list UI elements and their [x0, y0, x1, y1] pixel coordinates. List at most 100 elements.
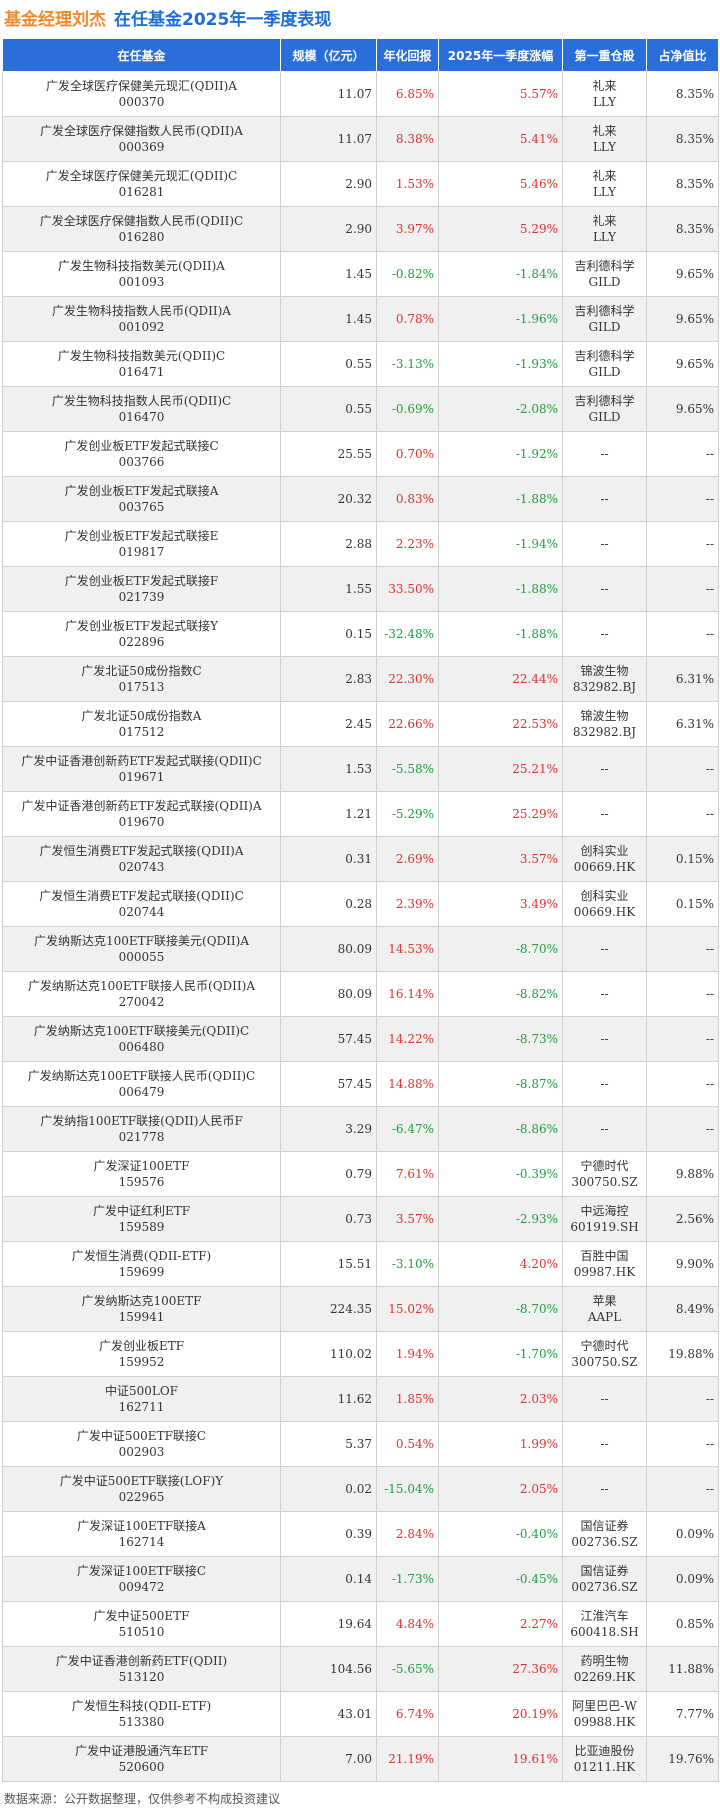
- annual-return: -32.48%: [384, 627, 434, 641]
- table-row: 广发创业板ETF 159952 110.02 1.94% -1.70% 宁德时代 30075…: [2, 1331, 719, 1377]
- fund-code: 510510: [118, 1625, 165, 1639]
- fund-name: 广发纳指100ETF联接(QDII)人民币F: [40, 1114, 243, 1128]
- q1-change: -1.94%: [515, 537, 558, 551]
- nav-ratio: 6.31%: [675, 672, 714, 686]
- q1-change: -1.96%: [515, 312, 558, 326]
- top-holding-cell: 吉利德科学 GILD: [562, 251, 647, 297]
- ratio-cell: 11.88%: [646, 1646, 719, 1692]
- scale-value: 2.45: [345, 717, 372, 731]
- annual-return: 0.54%: [395, 1437, 434, 1451]
- table-row: 广发纳斯达克100ETF联接人民币(QDII)A 270042 80.09 16.14…: [2, 971, 719, 1017]
- q1-cell: -1.84%: [438, 251, 563, 297]
- table-row: 广发中证红利ETF 159589 0.73 3.57% -2.93% 中远海控 601919…: [2, 1196, 719, 1242]
- annual-return: 0.70%: [395, 447, 434, 461]
- top-holding-cell: 礼来 LLY: [562, 116, 647, 162]
- fund-code: 006480: [118, 1040, 165, 1054]
- scale-value: 0.79: [345, 1167, 372, 1181]
- top-holding-ticker: LLY: [592, 230, 617, 244]
- top-holding-ticker: 002736.SZ: [571, 1535, 638, 1549]
- fund-cell: 广发纳斯达克100ETF联接人民币(QDII)A 270042: [2, 971, 281, 1017]
- scale-value: 1.21: [345, 807, 372, 821]
- nav-ratio: 9.65%: [675, 402, 714, 416]
- fund-cell: 广发创业板ETF发起式联接C 003766: [2, 431, 281, 477]
- q1-cell: -1.70%: [438, 1331, 563, 1377]
- nav-ratio: 9.90%: [675, 1257, 714, 1271]
- fund-name: 广发全球医疗保健美元现汇(QDII)A: [46, 79, 237, 93]
- q1-change: -2.08%: [515, 402, 558, 416]
- ratio-cell: 19.76%: [646, 1736, 719, 1782]
- top-holding-ticker: 300750.SZ: [571, 1355, 638, 1369]
- q1-cell: -1.88%: [438, 476, 563, 522]
- fund-code: 520600: [118, 1760, 165, 1774]
- nav-ratio: 19.76%: [668, 1752, 714, 1766]
- ratio-cell: 7.77%: [646, 1691, 719, 1737]
- fund-cell: 广发深证100ETF 159576: [2, 1151, 281, 1197]
- q1-change: -8.86%: [515, 1122, 558, 1136]
- q1-change: -0.45%: [515, 1572, 558, 1586]
- fund-code: 016471: [118, 365, 165, 379]
- nav-ratio: --: [705, 762, 714, 776]
- fund-code: 020743: [118, 860, 165, 874]
- fund-code: 003765: [118, 500, 165, 514]
- annual-return: 14.22%: [388, 1032, 434, 1046]
- title-prefix: 基金经理刘杰: [4, 9, 106, 30]
- annual-return: -5.58%: [391, 762, 434, 776]
- annual-cell: -0.82%: [376, 251, 439, 297]
- annual-cell: -1.73%: [376, 1556, 439, 1602]
- ratio-cell: 9.65%: [646, 296, 719, 342]
- table-row: 广发全球医疗保健美元现汇(QDII)A 000370 11.07 6.85% 5.57%…: [2, 71, 719, 117]
- table-row: 广发创业板ETF发起式联接F 021739 1.55 33.50% -1.88% -- --: [2, 566, 719, 612]
- col-header-ratio: 占净值比: [646, 38, 719, 72]
- fund-name: 广发中证香港创新药ETF发起式联接(QDII)C: [21, 754, 262, 768]
- top-holding-name: 锦波生物: [580, 664, 629, 678]
- scale-value: 3.29: [345, 1122, 372, 1136]
- ratio-cell: 9.90%: [646, 1241, 719, 1287]
- annual-return: 6.74%: [395, 1707, 434, 1721]
- nav-ratio: 9.65%: [675, 312, 714, 326]
- fund-cell: 广发全球医疗保健美元现汇(QDII)A 000370: [2, 71, 281, 117]
- fund-name: 广发恒生消费ETF发起式联接(QDII)A: [39, 844, 244, 858]
- q1-cell: -1.88%: [438, 611, 563, 657]
- ratio-cell: 19.88%: [646, 1331, 719, 1377]
- fund-code: 016280: [118, 230, 165, 244]
- scale-cell: 110.02: [280, 1331, 377, 1377]
- nav-ratio: 7.77%: [675, 1707, 714, 1721]
- fund-cell: 广发北证50成份指数A 017512: [2, 701, 281, 747]
- scale-value: 11.07: [337, 87, 372, 101]
- table-row: 广发深证100ETF联接A 162714 0.39 2.84% -0.40% 国信证券 00…: [2, 1511, 719, 1557]
- scale-value: 1.53: [345, 762, 372, 776]
- annual-return: 14.88%: [388, 1077, 434, 1091]
- top-holding-ticker: LLY: [592, 140, 617, 154]
- scale-value: 80.09: [337, 987, 372, 1001]
- scale-cell: 19.64: [280, 1601, 377, 1647]
- top-holding-ticker: 00669.HK: [573, 905, 636, 919]
- top-holding-name: 创科实业: [580, 889, 629, 903]
- q1-change: -0.39%: [515, 1167, 558, 1181]
- fund-name: 广发纳斯达克100ETF: [81, 1294, 202, 1308]
- ratio-cell: 8.49%: [646, 1286, 719, 1332]
- ratio-cell: 8.35%: [646, 161, 719, 207]
- top-holding-ticker: 01211.HK: [573, 1760, 636, 1774]
- scale-cell: 2.90: [280, 206, 377, 252]
- q1-cell: -1.96%: [438, 296, 563, 342]
- annual-return: 14.53%: [388, 942, 434, 956]
- scale-value: 5.37: [345, 1437, 372, 1451]
- annual-return: -3.13%: [391, 357, 434, 371]
- q1-change: 19.61%: [512, 1752, 558, 1766]
- ratio-cell: 0.09%: [646, 1556, 719, 1602]
- scale-value: 43.01: [337, 1707, 372, 1721]
- scale-cell: 0.15: [280, 611, 377, 657]
- scale-value: 80.09: [337, 942, 372, 956]
- fund-code: 019671: [118, 770, 165, 784]
- ratio-cell: --: [646, 1106, 719, 1152]
- table-row: 广发中证香港创新药ETF发起式联接(QDII)A 019670 1.21 -5.29%…: [2, 791, 719, 837]
- fund-name: 广发中证500ETF: [93, 1609, 190, 1623]
- annual-return: 15.02%: [388, 1302, 434, 1316]
- q1-change: -1.88%: [515, 627, 558, 641]
- table-row: 广发全球医疗保健美元现汇(QDII)C 016281 2.90 1.53% 5.46% 礼…: [2, 161, 719, 207]
- top-holding-cell: 百胜中国 09987.HK: [562, 1241, 647, 1287]
- top-holding-cell: 吉利德科学 GILD: [562, 296, 647, 342]
- nav-ratio: 0.09%: [675, 1572, 714, 1586]
- fund-name: 广发创业板ETF发起式联接Y: [64, 619, 218, 633]
- table-row: 广发恒生消费ETF发起式联接(QDII)A 020743 0.31 2.69% 3.57…: [2, 836, 719, 882]
